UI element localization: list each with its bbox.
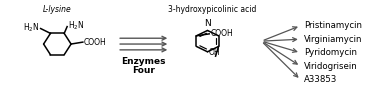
Text: H$_2$N: H$_2$N	[68, 19, 85, 32]
Text: H$_2$N: H$_2$N	[23, 21, 40, 34]
Text: Enzymes: Enzymes	[121, 57, 166, 66]
Text: Four: Four	[132, 66, 155, 75]
Text: A33853: A33853	[304, 75, 337, 84]
Text: 3-hydroxypicolinic acid: 3-hydroxypicolinic acid	[168, 5, 257, 14]
Text: Pristinamycin: Pristinamycin	[304, 21, 362, 30]
Text: Pyridomycin: Pyridomycin	[304, 48, 357, 57]
Text: N: N	[204, 19, 211, 28]
Text: Viridogrisein: Viridogrisein	[304, 62, 358, 71]
Text: Virginiamycin: Virginiamycin	[304, 35, 362, 44]
Text: L-lysine: L-lysine	[43, 5, 72, 14]
Text: COOH: COOH	[210, 29, 233, 38]
Text: COOH: COOH	[84, 38, 107, 47]
Text: OH: OH	[209, 48, 220, 57]
